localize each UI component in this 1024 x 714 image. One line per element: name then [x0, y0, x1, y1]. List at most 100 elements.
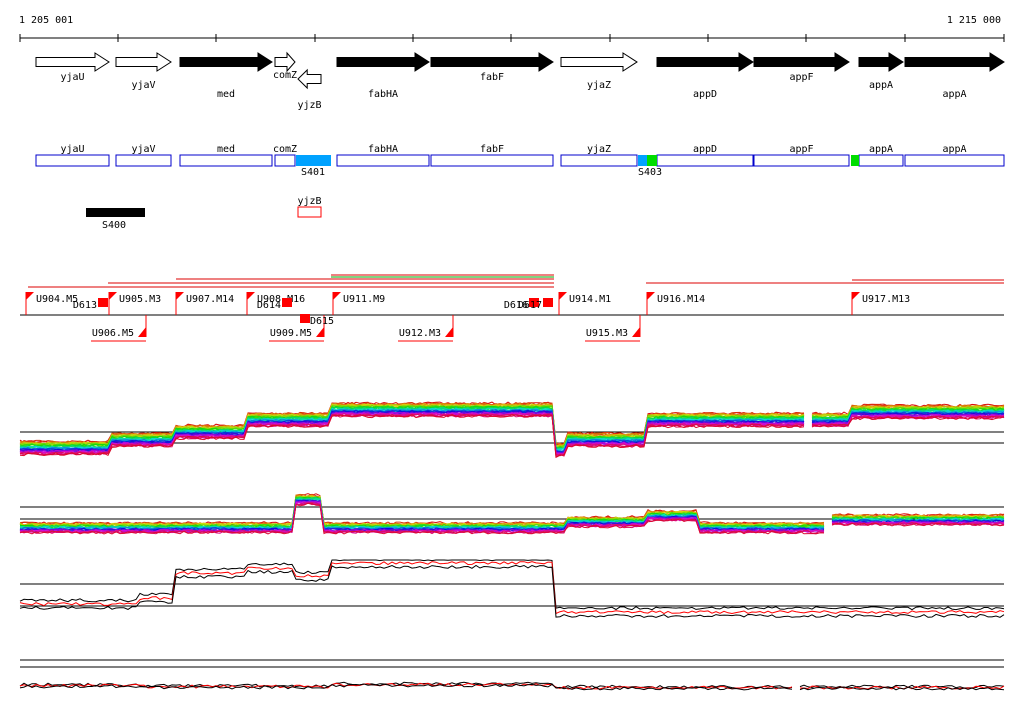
alternate-gene-label: yjzB	[297, 196, 321, 207]
downshift-label: D614	[257, 300, 281, 311]
upshift-label: U911.M9	[343, 294, 385, 305]
annotation-box[interactable]	[560, 154, 638, 167]
feature-s401-label: S401	[301, 167, 325, 178]
annotation-track: yjaU yjaV med comZ yjzB fabHA fabF yjaZ appD appF…	[35, 144, 1005, 218]
gene-arrow[interactable]	[35, 52, 110, 72]
upshift-flag[interactable]	[109, 292, 117, 300]
gene-arrow[interactable]	[179, 52, 273, 72]
gene-label: med	[217, 89, 235, 100]
downshift-marker[interactable]	[543, 298, 553, 307]
expression-tracks	[19, 401, 1005, 691]
annotation-label: appA	[942, 144, 966, 155]
alternate-gene-box[interactable]	[297, 206, 322, 218]
annotation-box[interactable]	[656, 154, 754, 167]
downshift-marker[interactable]	[282, 298, 292, 307]
expression-series	[19, 502, 1005, 535]
feature-green-mark[interactable]	[851, 155, 859, 166]
upshift-label: U904.M5	[36, 294, 78, 305]
gene-arrow[interactable]	[858, 52, 904, 72]
gene-label: fabF	[480, 72, 504, 83]
upshift-label: U909.M5	[270, 328, 312, 339]
upshift-label: U905.M3	[119, 294, 161, 305]
upshift-flag[interactable]	[647, 292, 655, 300]
annotation-label: appA	[869, 144, 893, 155]
upshift-label: U916.M14	[657, 294, 705, 305]
gene-arrow[interactable]	[430, 52, 554, 72]
feature-s400-bar[interactable]	[86, 208, 145, 217]
gene-arrow[interactable]	[656, 52, 754, 72]
annotation-label: appF	[789, 144, 813, 155]
upshift-flag[interactable]	[632, 327, 640, 337]
upshift-label: U906.M5	[92, 328, 134, 339]
expression-series	[19, 564, 1005, 618]
upshift-label: U915.M3	[586, 328, 628, 339]
annotation-box[interactable]	[336, 154, 430, 167]
gene-track: yjaU yjaV med comZ yjzB fabHA fabF yjaZ appD appF…	[35, 51, 1005, 111]
gene-label: appA	[869, 80, 893, 91]
gene-label: yjaV	[131, 80, 155, 91]
upshift-label: U914.M1	[569, 294, 611, 305]
gene-label: appA	[942, 89, 966, 100]
upshift-flag[interactable]	[138, 327, 146, 337]
feature-s400-label: S400	[102, 220, 126, 231]
expression-series	[19, 561, 1005, 615]
annotation-box[interactable]	[753, 154, 850, 167]
downshift-marker[interactable]	[529, 298, 539, 307]
feature-s403-blue[interactable]	[638, 155, 647, 166]
downshift-label: D613	[73, 300, 97, 311]
start-coordinate-label: 1 205 001	[19, 15, 73, 26]
upshift-label: U908.M16	[257, 294, 305, 305]
upshift-flag[interactable]	[852, 292, 860, 300]
gene-arrow[interactable]	[560, 52, 638, 72]
upshift-flag[interactable]	[333, 292, 341, 300]
downshift-label: D615	[310, 316, 334, 327]
annotation-box[interactable]	[904, 154, 1005, 167]
gene-label: appF	[789, 72, 813, 83]
annotation-box[interactable]	[115, 154, 172, 167]
gene-label: comZ	[273, 70, 297, 81]
annotation-box[interactable]	[430, 154, 554, 167]
annotation-box[interactable]	[274, 154, 296, 167]
shift-track: U904.M5 U905.M3 U907.M14 U908.M16 U911.M9 U91…	[20, 292, 1004, 342]
downshift-marker[interactable]	[300, 314, 310, 323]
end-coordinate-label: 1 215 000	[947, 15, 1001, 26]
gene-arrow[interactable]	[297, 68, 322, 90]
feature-s401-block[interactable]	[296, 155, 331, 166]
upshift-flag[interactable]	[247, 292, 255, 300]
gene-label: appD	[693, 89, 717, 100]
annotation-label: appD	[693, 144, 717, 155]
gene-arrow[interactable]	[274, 51, 296, 73]
gene-arrow[interactable]	[753, 52, 850, 72]
gene-arrow[interactable]	[904, 52, 1005, 72]
expression-series	[19, 559, 1005, 611]
annotation-box[interactable]	[35, 154, 110, 167]
annotation-label: yjaZ	[587, 144, 611, 155]
annotation-label: fabF	[480, 144, 504, 155]
expression-series	[19, 414, 1005, 459]
downshift-marker[interactable]	[98, 298, 108, 307]
transcript-track	[28, 274, 1004, 288]
gene-arrow[interactable]	[336, 52, 430, 72]
annotation-label: fabHA	[368, 144, 398, 155]
annotation-box[interactable]	[179, 154, 273, 167]
feature-s403-green[interactable]	[647, 155, 657, 166]
annotation-box[interactable]	[858, 154, 904, 167]
upshift-flag[interactable]	[176, 292, 184, 300]
gene-arrow[interactable]	[115, 52, 172, 72]
gene-label: yjzB	[297, 100, 321, 111]
upshift-label: U912.M3	[399, 328, 441, 339]
downshift-label: D617	[518, 300, 542, 311]
expression-series	[19, 683, 1005, 691]
annotation-label: med	[217, 144, 235, 155]
upshift-flag[interactable]	[445, 327, 453, 337]
upshift-flag[interactable]	[316, 327, 324, 337]
upshift-flag[interactable]	[26, 292, 34, 300]
upshift-flag[interactable]	[559, 292, 567, 300]
feature-track: S400 S401 S403	[86, 155, 859, 231]
upshift-label: U907.M14	[186, 294, 234, 305]
annotation-label: yjaV	[131, 144, 155, 155]
coordinate-ruler: 1 205 001 1 215 000	[19, 15, 1005, 42]
gene-label: yjaU	[60, 72, 84, 83]
gene-label: yjaZ	[587, 80, 611, 91]
